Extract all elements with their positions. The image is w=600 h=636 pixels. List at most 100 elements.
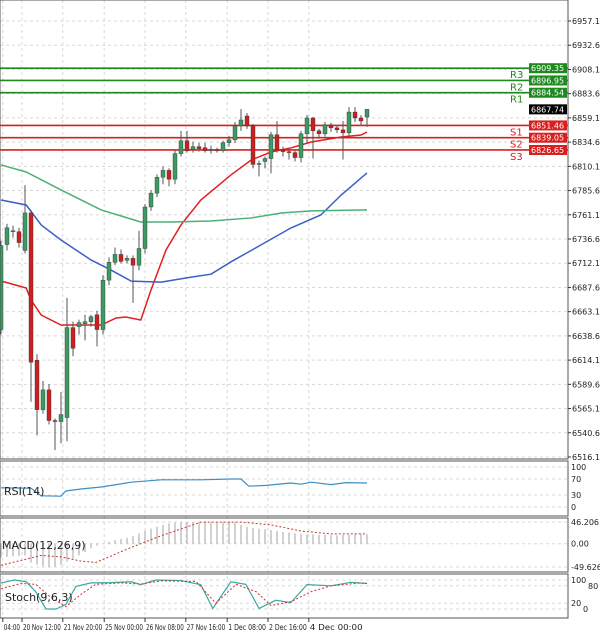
level-price-label: 6884.54	[531, 89, 564, 98]
candle-bear	[118, 254, 124, 262]
candle-bear	[130, 258, 136, 266]
price-tick-label: 6859.10	[572, 114, 600, 123]
candle-bear	[274, 134, 280, 150]
candle-bear	[310, 117, 316, 132]
candle-bull	[10, 230, 16, 232]
price-tick-label: 6834.60	[572, 138, 600, 147]
candle-bull	[136, 248, 142, 266]
current-price-label: 6867.74	[531, 105, 564, 114]
candle-bear	[214, 149, 220, 151]
candle-bull	[22, 212, 28, 251]
candle-bull	[304, 117, 310, 135]
candle-bull	[178, 140, 184, 154]
price-tick-label: 6883.60	[572, 90, 600, 99]
candle-bull	[112, 254, 118, 263]
candle-bear	[328, 124, 334, 129]
rsi-title: RSI(14)	[4, 485, 44, 498]
candle-bear	[286, 151, 292, 153]
indicator-tick-label: 100	[571, 576, 586, 585]
level-price-label: 6909.35	[531, 64, 564, 73]
level-name-s2: S2	[510, 140, 523, 151]
price-tick-label: 6614.10	[572, 356, 600, 365]
price-tick-label: 6589.60	[572, 380, 600, 389]
candle-bull	[154, 177, 160, 194]
candle-bull	[226, 139, 232, 143]
price-axis: 6957.10 6932.60 6908.10 6883.60 6859.10 6834.…	[568, 17, 600, 614]
indicator-tick-label: -49.626	[571, 563, 600, 572]
price-tick-label: 6638.60	[572, 332, 600, 341]
candle-bull	[0, 245, 4, 330]
candle-bear	[244, 115, 250, 127]
time-tick-label: 26 Nov 08:00	[146, 623, 184, 632]
level-price-box	[529, 132, 567, 143]
time-tick-label: 04:00	[4, 623, 20, 632]
candle-bear	[340, 129, 346, 134]
time-tick-label: 21 Nov 20:00	[64, 623, 102, 632]
candle-bear	[196, 146, 202, 149]
price-tick-label: 6785.60	[572, 187, 600, 196]
indicator-tick-label: 0	[571, 503, 576, 512]
indicator-tick-label: 46.206	[571, 518, 599, 527]
candle-bull	[64, 327, 70, 418]
candle-bull	[4, 227, 10, 245]
price-tick-label: 6516.10	[572, 453, 600, 462]
panel-border	[0, 0, 569, 460]
level-price-box	[529, 144, 567, 155]
candle-bear	[94, 314, 100, 330]
candle-bull	[256, 163, 262, 165]
level-name-r2: R2	[510, 82, 523, 93]
candle-bear	[292, 152, 298, 158]
stoch-signal-line	[0, 580, 368, 608]
candle-bear	[280, 149, 286, 152]
price-tick-label: 6736.60	[572, 235, 600, 244]
candle-bear	[34, 360, 40, 410]
time-tick-label: 1 Dec 08:00	[228, 623, 266, 632]
panel-frames	[0, 0, 569, 619]
candle-bull	[262, 158, 268, 162]
candle-bull	[76, 322, 82, 327]
moving-average-line	[0, 131, 368, 326]
moving-average-line	[0, 172, 368, 283]
candle-bull	[40, 389, 46, 410]
moving-average-line	[0, 164, 368, 223]
price-tick-label: 6712.10	[572, 259, 600, 268]
candle-bull	[160, 170, 166, 178]
candle-bull	[322, 124, 328, 135]
candle-bull	[58, 414, 64, 422]
stoch-main-line	[0, 579, 368, 610]
stoch-panel[interactable]	[0, 579, 368, 610]
level-price-label: 6851.46	[531, 121, 564, 130]
candle-bull	[232, 125, 238, 140]
candle-bear	[16, 231, 22, 243]
price-tags: 6909.35 6896.95 6884.54 6851.46 6839.05 6826.…	[529, 63, 567, 155]
candle-bull	[82, 321, 88, 324]
candle-bull	[346, 111, 352, 134]
candle-bear	[250, 125, 256, 165]
current-price-box	[529, 104, 567, 115]
level-price-box	[529, 120, 567, 131]
time-tick-label: 25 Nov 00:00	[105, 623, 143, 632]
price-tick-label: 6908.10	[572, 65, 600, 74]
level-price-box	[529, 63, 567, 74]
candle-bull	[298, 133, 304, 158]
indicator-tick-label: 70	[571, 475, 581, 484]
level-price-label: 6826.65	[531, 146, 564, 155]
candle-bull	[148, 192, 154, 208]
candle-bull	[106, 262, 112, 281]
time-axis: 04:00 20 Nov 12:00 21 Nov 20:00 25 Nov 00:0…	[2, 618, 363, 632]
macd-panel[interactable]	[0, 521, 368, 568]
indicator-tick-label: 100	[571, 463, 586, 472]
candle-bear	[52, 420, 58, 422]
indicator-tick-label: 0	[583, 605, 588, 614]
price-tick-label: 6565.10	[572, 405, 600, 414]
level-price-label: 6839.05	[531, 134, 564, 143]
level-price-box	[529, 87, 567, 98]
indicator-tick-label: 80	[588, 582, 598, 591]
price-tick-label: 6663.10	[572, 308, 600, 317]
rsi-panel[interactable]	[0, 478, 368, 497]
price-tick-label: 6810.10	[572, 162, 600, 171]
level-price-box	[529, 75, 567, 86]
rsi-line	[0, 478, 368, 497]
